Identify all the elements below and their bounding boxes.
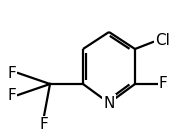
Text: F: F (7, 66, 16, 80)
Text: F: F (7, 87, 16, 103)
Text: Cl: Cl (155, 33, 170, 48)
Text: F: F (159, 76, 168, 91)
Text: F: F (40, 117, 48, 132)
Text: N: N (103, 95, 115, 111)
